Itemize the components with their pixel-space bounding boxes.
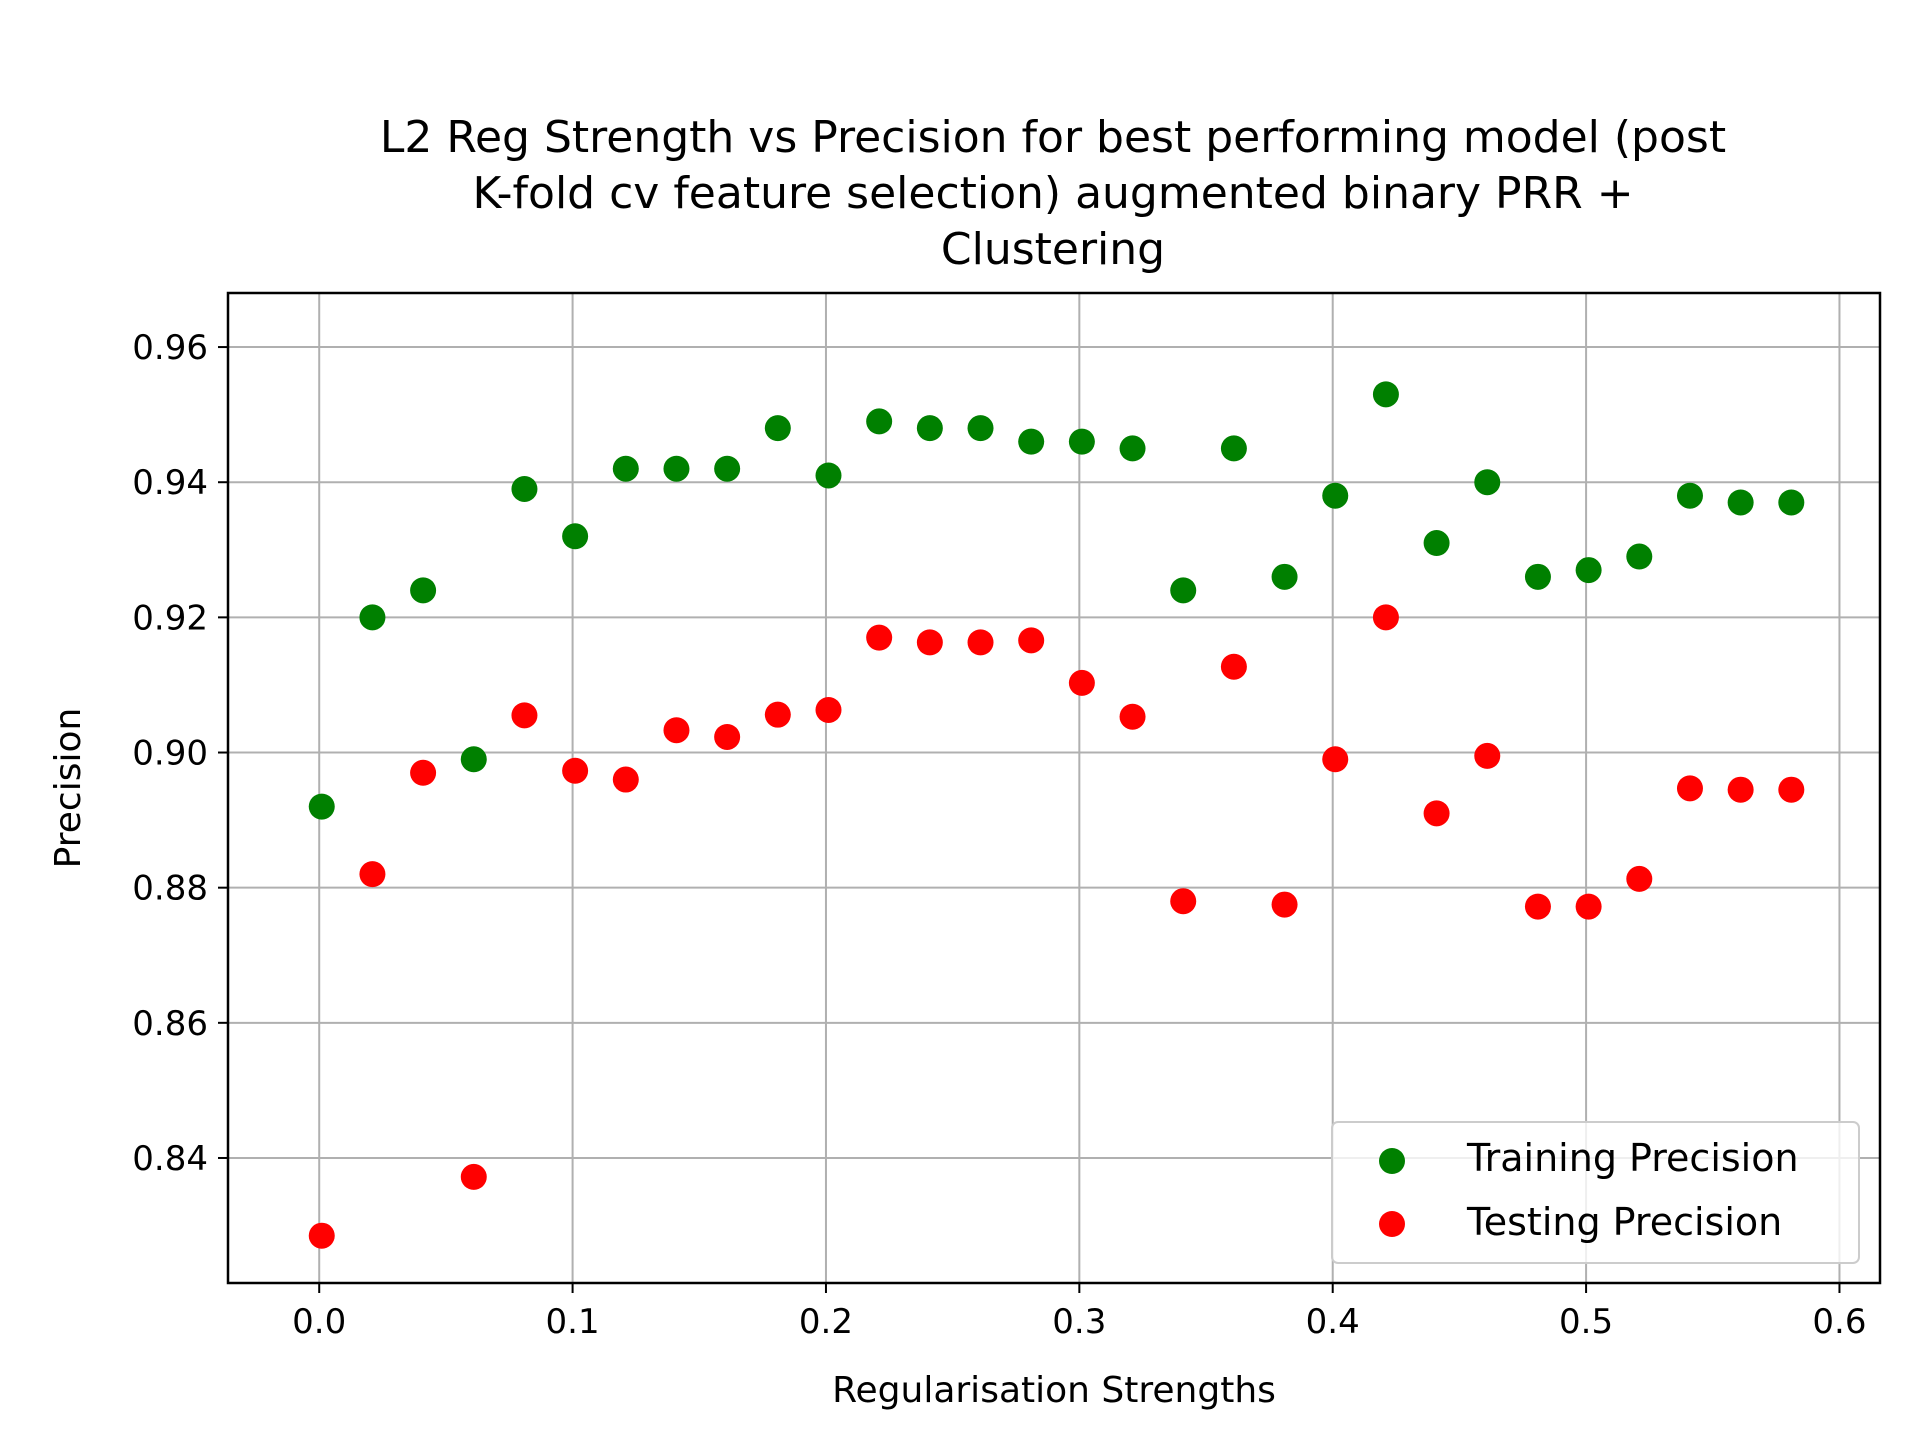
training-point — [359, 604, 386, 631]
y-axis-label: Precision — [48, 708, 89, 869]
testing-point — [1322, 746, 1349, 773]
testing-point — [1626, 865, 1653, 892]
y-tick-label: 0.94 — [132, 463, 208, 503]
data-points — [308, 381, 1805, 1249]
testing-point — [967, 629, 994, 656]
testing-point — [1727, 776, 1754, 803]
training-point — [1018, 428, 1045, 455]
training-point — [1322, 482, 1349, 509]
training-point — [967, 415, 994, 442]
training-point — [663, 455, 690, 482]
y-tick-label: 0.96 — [132, 328, 208, 368]
title-line-3: Clustering — [941, 224, 1165, 275]
testing-point — [1018, 627, 1045, 654]
x-tick-label: 0.4 — [1306, 1302, 1360, 1342]
testing-point — [866, 624, 893, 651]
training-point — [511, 475, 538, 502]
training-point — [1271, 563, 1298, 590]
testing-point — [460, 1163, 487, 1190]
testing-point — [308, 1222, 335, 1249]
testing-point — [1220, 653, 1247, 680]
training-point — [866, 408, 893, 435]
training-point — [1170, 577, 1197, 604]
testing-point — [1423, 800, 1450, 827]
x-tick-label: 0.6 — [1812, 1302, 1866, 1342]
testing-point — [1119, 703, 1146, 730]
training-point — [1727, 489, 1754, 516]
y-tick-label: 0.90 — [132, 734, 208, 774]
plot-frame — [226, 291, 1882, 1285]
testing-point — [1676, 775, 1703, 802]
y-tick-label: 0.86 — [132, 1004, 208, 1044]
training-point — [308, 793, 335, 820]
training-point — [815, 462, 842, 489]
testing-point — [1524, 893, 1551, 920]
testing-point — [1271, 891, 1298, 918]
training-point — [916, 415, 943, 442]
training-point — [1575, 557, 1602, 584]
testing-point — [1170, 888, 1197, 915]
training-point — [1220, 435, 1247, 462]
x-tick-label: 0.0 — [292, 1302, 346, 1342]
training-point — [410, 577, 437, 604]
testing-point — [1778, 776, 1805, 803]
training-point — [1626, 543, 1653, 570]
x-tick-label: 0.1 — [546, 1302, 600, 1342]
training-point — [1474, 469, 1501, 496]
testing-point — [714, 723, 741, 750]
title-line-2: K-fold cv feature selection) augmented b… — [472, 168, 1633, 219]
training-point — [1068, 428, 1095, 455]
testing-point — [1372, 604, 1399, 631]
training-point — [1372, 381, 1399, 408]
legend-label-testing: Testing Precision — [1466, 1200, 1782, 1244]
testing-point — [562, 757, 589, 784]
testing-point — [1474, 742, 1501, 769]
axis-ticks: 0.0 0.1 0.2 0.3 0.4 0.5 0.6 0.84 0.86 0.88 0.90 0.9… — [132, 328, 1866, 1342]
x-axis-label: Regularisation Strengths — [832, 1370, 1276, 1411]
training-point — [1778, 489, 1805, 516]
chart-title: L2 Reg Strength vs Precision for best pe… — [380, 112, 1726, 275]
training-point — [714, 455, 741, 482]
training-point — [1119, 435, 1146, 462]
legend-marker-testing — [1379, 1211, 1405, 1237]
title-line-1: L2 Reg Strength vs Precision for best pe… — [380, 112, 1726, 163]
grid — [228, 293, 1880, 1283]
testing-point — [511, 702, 538, 729]
testing-point — [916, 629, 943, 656]
legend-box — [1331, 1121, 1860, 1264]
testing-point — [359, 861, 386, 888]
training-point — [460, 746, 487, 773]
legend: Training Precision Testing Precision — [1331, 1121, 1860, 1264]
training-point — [612, 455, 639, 482]
y-tick-label: 0.84 — [132, 1139, 208, 1179]
legend-label-training: Training Precision — [1466, 1136, 1799, 1180]
training-point — [562, 523, 589, 550]
x-tick-label: 0.3 — [1052, 1302, 1106, 1342]
training-point — [1676, 482, 1703, 509]
testing-point — [764, 701, 791, 728]
x-tick-label: 0.2 — [799, 1302, 853, 1342]
testing-point — [410, 759, 437, 786]
training-point — [764, 415, 791, 442]
testing-point — [612, 766, 639, 793]
testing-point — [1068, 669, 1095, 696]
training-point — [1524, 563, 1551, 590]
testing-point — [815, 696, 842, 723]
testing-point — [663, 717, 690, 744]
y-tick-label: 0.92 — [132, 598, 208, 638]
legend-marker-training — [1379, 1148, 1405, 1174]
training-point — [1423, 530, 1450, 557]
y-tick-label: 0.88 — [132, 869, 208, 909]
x-tick-label: 0.5 — [1559, 1302, 1613, 1342]
testing-point — [1575, 893, 1602, 920]
